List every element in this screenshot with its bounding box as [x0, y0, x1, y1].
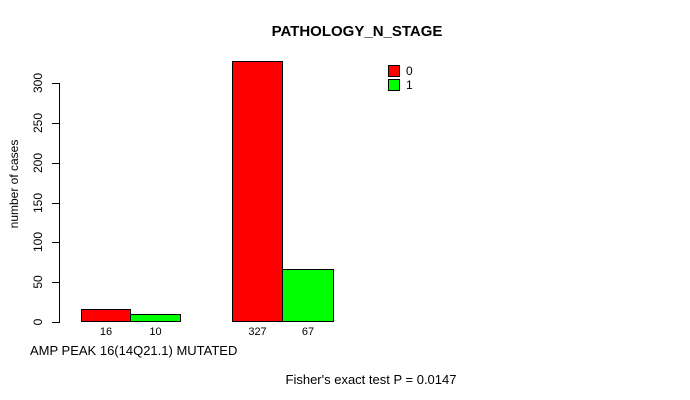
legend-row: 0 [388, 64, 413, 78]
y-axis-title: number of cases [7, 139, 21, 229]
y-tick-mark [52, 83, 59, 84]
y-tick-label: 0 [31, 318, 45, 326]
y-axis-line [59, 83, 60, 323]
bar-value-label: 16 [99, 326, 113, 338]
legend-label: 0 [406, 64, 413, 78]
bar-value-label: 10 [149, 326, 162, 338]
bar-series-0 [81, 309, 131, 322]
bar-series-1 [282, 269, 334, 322]
y-tick-label: 200 [31, 152, 45, 174]
y-tick-label: 250 [31, 112, 45, 134]
y-tick-label: 50 [31, 275, 45, 289]
y-tick-mark [52, 282, 59, 283]
bar-value-label: 67 [301, 326, 315, 338]
y-tick-mark [52, 163, 59, 164]
legend-swatch [388, 79, 400, 91]
y-tick-label: 100 [31, 231, 45, 253]
bar-series-0 [232, 61, 283, 322]
bar-series-1 [130, 314, 181, 322]
y-tick-mark [52, 242, 59, 243]
y-tick-mark [52, 123, 59, 124]
chart-title: PATHOLOGY_N_STAGE [271, 23, 443, 40]
y-tick-label: 150 [31, 192, 45, 214]
y-tick-mark [52, 322, 59, 323]
legend-row: 1 [388, 78, 413, 92]
y-tick-mark [52, 203, 59, 204]
bar-value-label: 327 [248, 326, 267, 338]
y-tick-label: 300 [31, 72, 45, 94]
x-axis-caption: AMP PEAK 16(14Q21.1) MUTATED [30, 343, 238, 358]
fisher-test-annotation: Fisher's exact test P = 0.0147 [285, 372, 457, 387]
legend-swatch [388, 65, 400, 77]
legend-label: 1 [406, 78, 413, 92]
